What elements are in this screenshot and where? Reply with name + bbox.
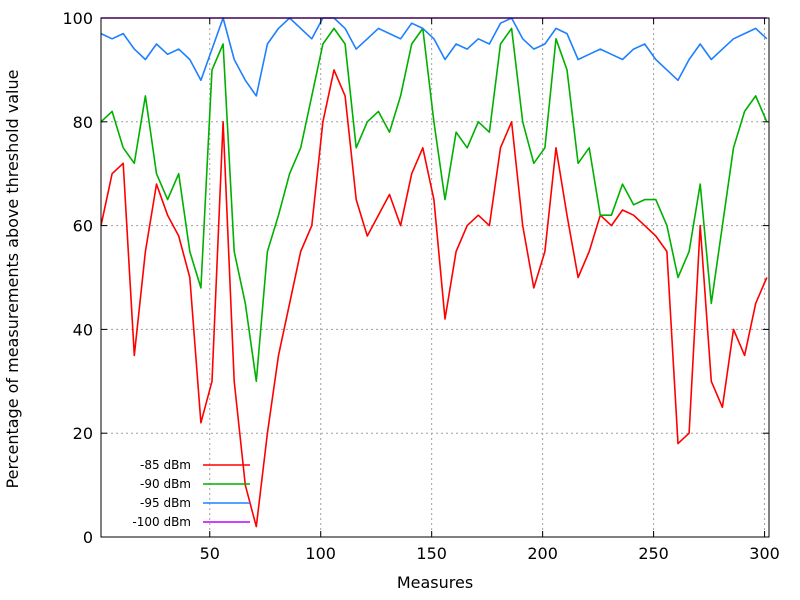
legend-label: -90 dBm: [140, 477, 191, 491]
y-tick-label: 0: [83, 528, 93, 547]
series-line-0: [100, 69, 768, 528]
x-axis-title: Measures: [397, 573, 473, 592]
x-tick-label: 100: [305, 544, 336, 563]
plot-frame: [100, 17, 770, 538]
x-tick-label: 250: [638, 544, 669, 563]
x-tick-label: 150: [416, 544, 447, 563]
x-tick-label: 300: [749, 544, 780, 563]
x-tick-label: 50: [200, 544, 220, 563]
legend: -85 dBm -90 dBm -95 dBm -100 dBm: [132, 458, 250, 529]
axis-ticks: 50 100 150 200 250 300 0 20 40 60 80 100: [62, 9, 779, 563]
x-tick-label: 200: [527, 544, 558, 563]
legend-label: -100 dBm: [132, 515, 191, 529]
y-tick-label: 20: [73, 424, 93, 443]
y-axis-title: Percentage of measurements above thresho…: [3, 70, 22, 489]
y-tick-label: 40: [73, 320, 93, 339]
legend-label: -95 dBm: [140, 496, 191, 510]
y-tick-label: 80: [73, 113, 93, 132]
y-tick-label: 60: [73, 217, 93, 236]
series-line-2: [100, 17, 768, 97]
plot-area: [100, 17, 768, 528]
series-line-1: [100, 27, 768, 383]
legend-label: -85 dBm: [140, 458, 191, 472]
y-tick-label: 100: [62, 9, 93, 28]
